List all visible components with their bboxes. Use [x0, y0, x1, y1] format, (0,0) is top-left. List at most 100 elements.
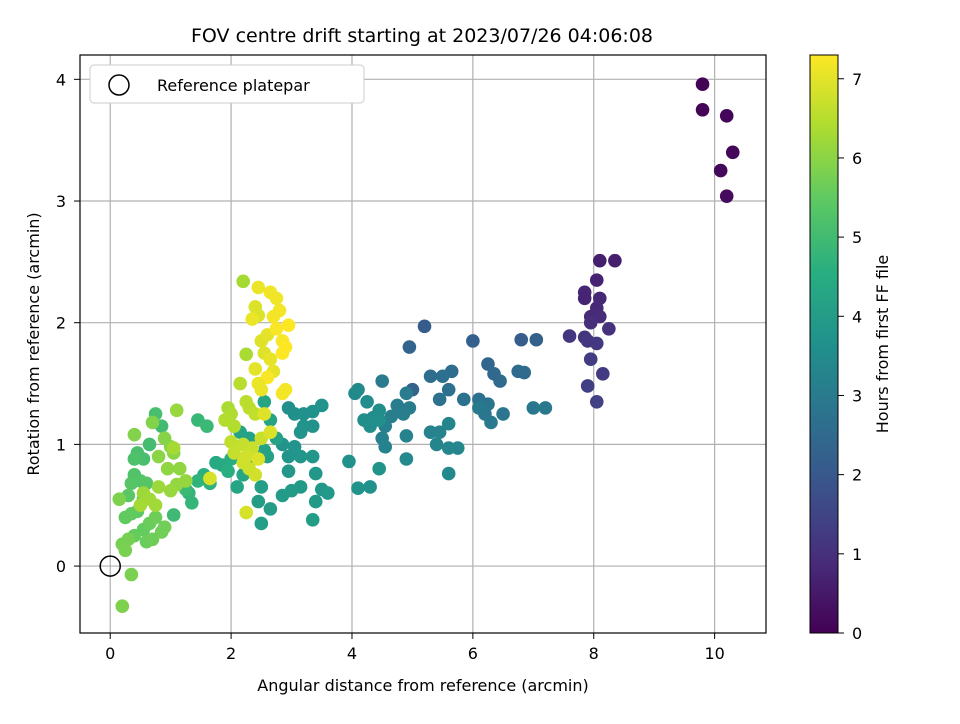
data-point [185, 495, 199, 510]
data-point [257, 395, 272, 409]
data-point [275, 488, 290, 503]
data-point [429, 437, 444, 452]
colorbar-tick-label: 7 [852, 70, 862, 89]
data-point [580, 379, 595, 393]
data-point [166, 508, 181, 522]
legend-reference-label: Reference platepar [157, 76, 310, 95]
data-point [456, 392, 471, 407]
data-point [608, 253, 622, 268]
data-point [435, 369, 450, 384]
x-tick-label: 6 [468, 644, 478, 663]
data-point [248, 468, 263, 482]
data-point [112, 492, 127, 506]
data-point [589, 336, 604, 351]
data-point [127, 452, 142, 466]
reference-marker [99, 555, 121, 577]
colorbar-tick-label: 2 [852, 466, 862, 485]
data-point [178, 474, 193, 488]
data-point [148, 510, 163, 525]
data-point [151, 480, 166, 494]
data-point [151, 449, 166, 464]
data-point [375, 374, 390, 388]
data-point [287, 440, 302, 454]
data-point [118, 510, 133, 525]
data-point [314, 398, 329, 413]
data-points [112, 77, 740, 614]
data-point [484, 415, 498, 430]
data-point [251, 452, 266, 466]
data-point [602, 321, 616, 336]
colorbar-gradient [809, 54, 839, 634]
data-point [263, 425, 278, 440]
data-point [251, 376, 266, 391]
data-point [281, 464, 296, 478]
data-point [725, 145, 740, 160]
data-point [372, 461, 386, 476]
data-point [239, 505, 254, 520]
data-point [293, 449, 308, 464]
data-point [432, 392, 447, 407]
x-tick-label: 4 [347, 644, 357, 663]
data-point [157, 520, 172, 534]
data-point [233, 376, 247, 391]
y-ticks: 0 1 2 3 4 [56, 70, 80, 576]
data-point [305, 513, 320, 527]
data-point [417, 319, 432, 334]
x-tick-label: 0 [105, 644, 115, 663]
data-point [254, 480, 269, 494]
data-point [583, 315, 598, 330]
plot-frame [79, 54, 767, 634]
x-axis-label: Angular distance from reference (arcmin) [257, 676, 588, 695]
data-point [321, 486, 335, 500]
colorbar-tick-label: 5 [852, 228, 862, 247]
colorbar-tick-label: 0 [852, 624, 862, 643]
data-point [399, 452, 414, 466]
data-point [269, 321, 284, 336]
data-point [145, 415, 160, 430]
y-tick-label: 2 [56, 314, 66, 333]
data-point [275, 346, 290, 360]
data-point [148, 498, 163, 513]
grid [80, 55, 766, 633]
data-point [596, 367, 610, 381]
data-point [281, 449, 296, 464]
data-point [695, 77, 710, 92]
data-point [592, 253, 607, 268]
data-point [529, 332, 544, 347]
data-point [227, 446, 241, 460]
data-point [511, 364, 525, 379]
data-point [145, 532, 160, 547]
data-point [166, 441, 181, 455]
data-point [372, 413, 386, 427]
y-tick-label: 0 [56, 557, 66, 576]
data-point [118, 543, 133, 558]
data-point [200, 419, 214, 433]
data-point [360, 395, 374, 409]
data-point [133, 498, 148, 513]
data-point [230, 480, 244, 494]
legend-reference-marker [108, 74, 130, 96]
data-point [351, 481, 365, 495]
data-point [124, 476, 139, 491]
data-point [363, 480, 377, 494]
data-point [441, 416, 456, 431]
data-point [441, 382, 456, 397]
data-point [583, 352, 598, 367]
data-point [160, 461, 175, 476]
data-point [254, 516, 269, 531]
y-tick-label: 3 [56, 192, 66, 211]
x-ticks: 0 2 4 6 8 10 [105, 633, 725, 663]
data-point [239, 449, 254, 464]
data-point [396, 407, 411, 421]
data-point [257, 407, 272, 421]
colorbar-label: Hours from first FF file [873, 255, 892, 434]
data-point [308, 466, 323, 481]
data-point [384, 409, 399, 424]
data-point [372, 403, 386, 418]
data-point [251, 494, 266, 509]
data-point [538, 401, 553, 415]
data-point [695, 102, 710, 117]
x-tick-label: 2 [226, 644, 236, 663]
data-point [127, 427, 142, 442]
